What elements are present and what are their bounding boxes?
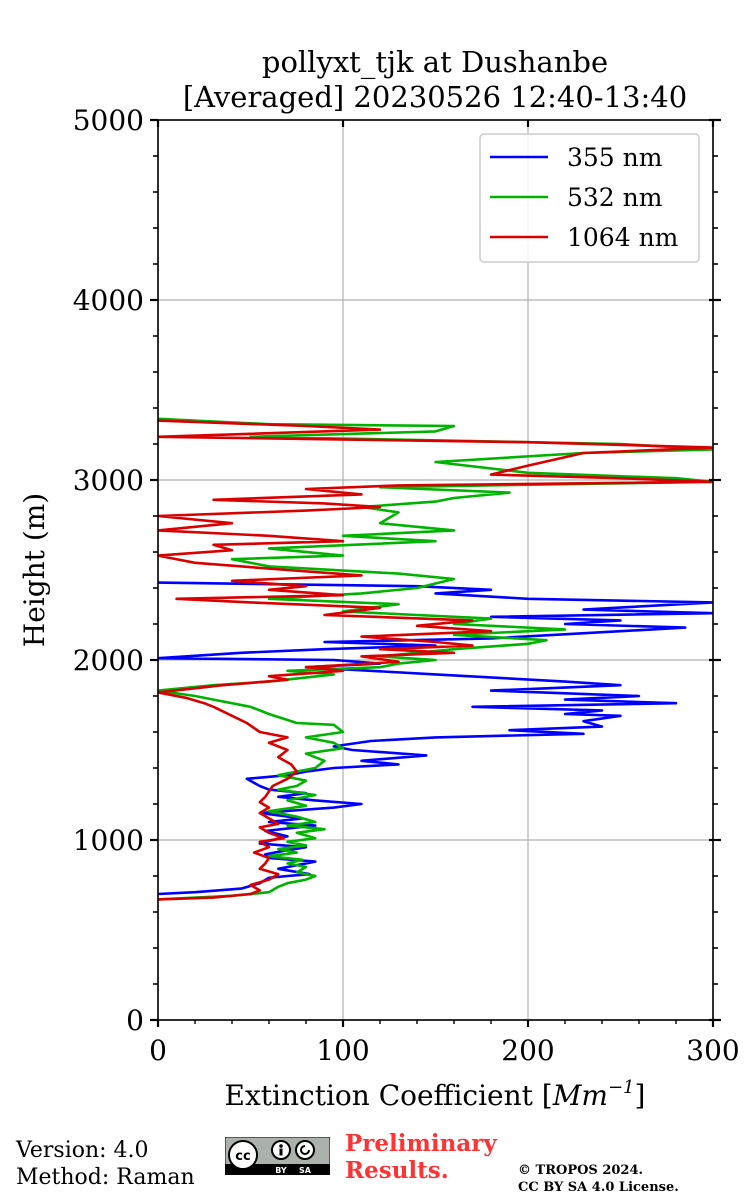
chart-title-line2: [Averaged] 20230526 12:40-13:40 (183, 80, 687, 114)
svg-text:cc: cc (235, 1149, 250, 1164)
legend-box (479, 133, 700, 263)
axes (157, 119, 714, 1021)
svg-text:SA: SA (299, 1166, 312, 1175)
x-tick-label: 100 (316, 1034, 369, 1067)
cc-by-sa-badge: cc BY SA (225, 1137, 330, 1175)
series-layer (158, 417, 713, 901)
legend-label: 1064 nm (567, 223, 679, 252)
svg-text:BY: BY (275, 1166, 287, 1175)
chart-title-line1: pollyxt_tjk at Dushanbe (262, 45, 608, 80)
y-tick-label: 3000 (73, 464, 144, 497)
legend-label: 355 nm (567, 143, 663, 172)
x-axis-label-text: Extinction Coefficient [ (225, 1079, 553, 1112)
x-axis-label: Extinction Coefficient [Mm−1] (225, 1077, 646, 1112)
version-label: Version: 4.0 (16, 1138, 149, 1163)
x-tick-label: 300 (686, 1034, 739, 1067)
x-tick-label: 200 (501, 1034, 554, 1067)
legend-label: 532 nm (567, 183, 663, 212)
copyright-label: © TROPOS 2024. (518, 1163, 644, 1178)
y-tick-label: 5000 (73, 104, 144, 137)
method-label: Method: Raman (16, 1165, 195, 1190)
y-axis-label: Height (m) (18, 493, 51, 647)
x-axis-label-close: ] (635, 1079, 646, 1112)
legend: 355 nm 532 nm 1064 nm (479, 133, 700, 263)
x-axis-label-exponent: −1 (608, 1077, 635, 1098)
license-label: CC BY SA 4.0 License. (518, 1180, 679, 1195)
y-tick-label: 0 (126, 1004, 144, 1037)
y-tick-label: 2000 (73, 644, 144, 677)
cc-icon (228, 1140, 258, 1170)
x-tick-label: 0 (149, 1034, 167, 1067)
y-tick-label: 1000 (73, 824, 144, 857)
series-line-532-nm (158, 417, 713, 901)
series-line-355-nm (158, 581, 713, 896)
series-line-1064-nm (158, 419, 713, 901)
plot-frame (157, 119, 714, 1021)
x-axis-label-unit: Mm (552, 1079, 608, 1112)
sa-icon (295, 1140, 315, 1160)
results-label: Results. (345, 1157, 449, 1184)
y-tick-label: 4000 (73, 284, 144, 317)
preliminary-label: Preliminary (345, 1130, 497, 1157)
